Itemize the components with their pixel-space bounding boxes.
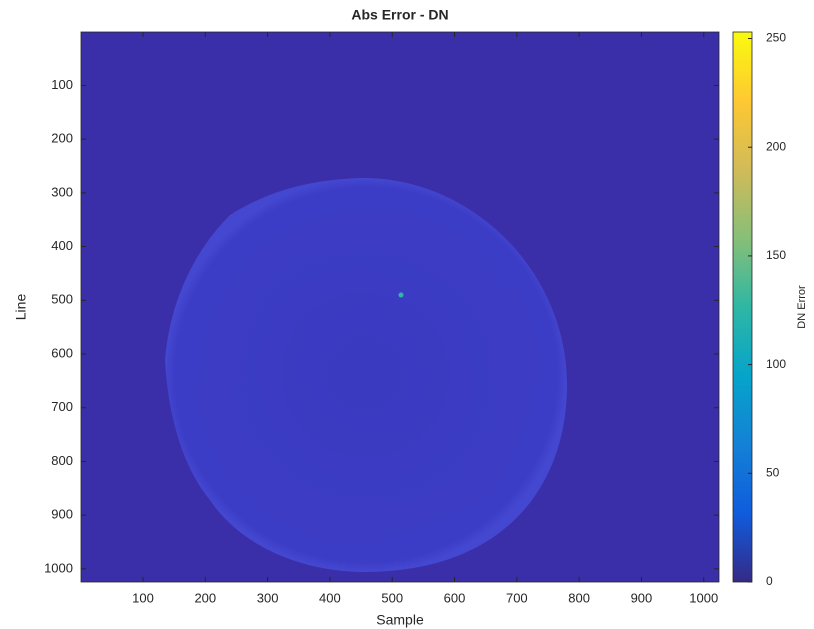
colorbar-tick-label: 250 <box>766 31 786 45</box>
colorbar <box>733 32 752 582</box>
x-tick-label: 1000 <box>689 590 718 605</box>
x-tick-label: 700 <box>506 590 528 605</box>
y-tick-label: 500 <box>51 292 73 307</box>
y-tick-label: 700 <box>51 399 73 414</box>
y-tick-label: 100 <box>51 77 73 92</box>
y-tick-label: 800 <box>51 453 73 468</box>
colorbar-label: DN Error <box>796 285 808 329</box>
y-tick-label: 300 <box>51 184 73 199</box>
y-tick-label: 200 <box>51 131 73 146</box>
chart-title: Abs Error - DN <box>351 7 448 23</box>
colorbar-tick-label: 100 <box>766 357 786 371</box>
y-tick-label: 1000 <box>44 560 73 575</box>
chart: Abs Error - DN Sample Line DN Error 100 2… <box>0 0 814 629</box>
colorbar-tick-label: 200 <box>766 139 786 153</box>
x-tick-label: 100 <box>132 590 154 605</box>
x-axis-label: Sample <box>376 612 424 628</box>
x-tick-label: 600 <box>444 590 466 605</box>
x-tick-label: 300 <box>257 590 279 605</box>
x-tick-label: 200 <box>194 590 216 605</box>
y-tick-label: 400 <box>51 238 73 253</box>
x-tick-label: 900 <box>631 590 653 605</box>
x-tick-label: 500 <box>381 590 403 605</box>
x-tick-label: 800 <box>568 590 590 605</box>
y-tick-label: 600 <box>51 345 73 360</box>
y-axis-label: Line <box>13 294 29 321</box>
colorbar-tick-label: 150 <box>766 248 786 262</box>
x-tick-label: 400 <box>319 590 341 605</box>
hot-pixel <box>399 293 404 298</box>
colorbar-tick-label: 0 <box>766 574 773 588</box>
colorbar-tick-label: 50 <box>766 465 780 479</box>
y-tick-label: 900 <box>51 507 73 522</box>
